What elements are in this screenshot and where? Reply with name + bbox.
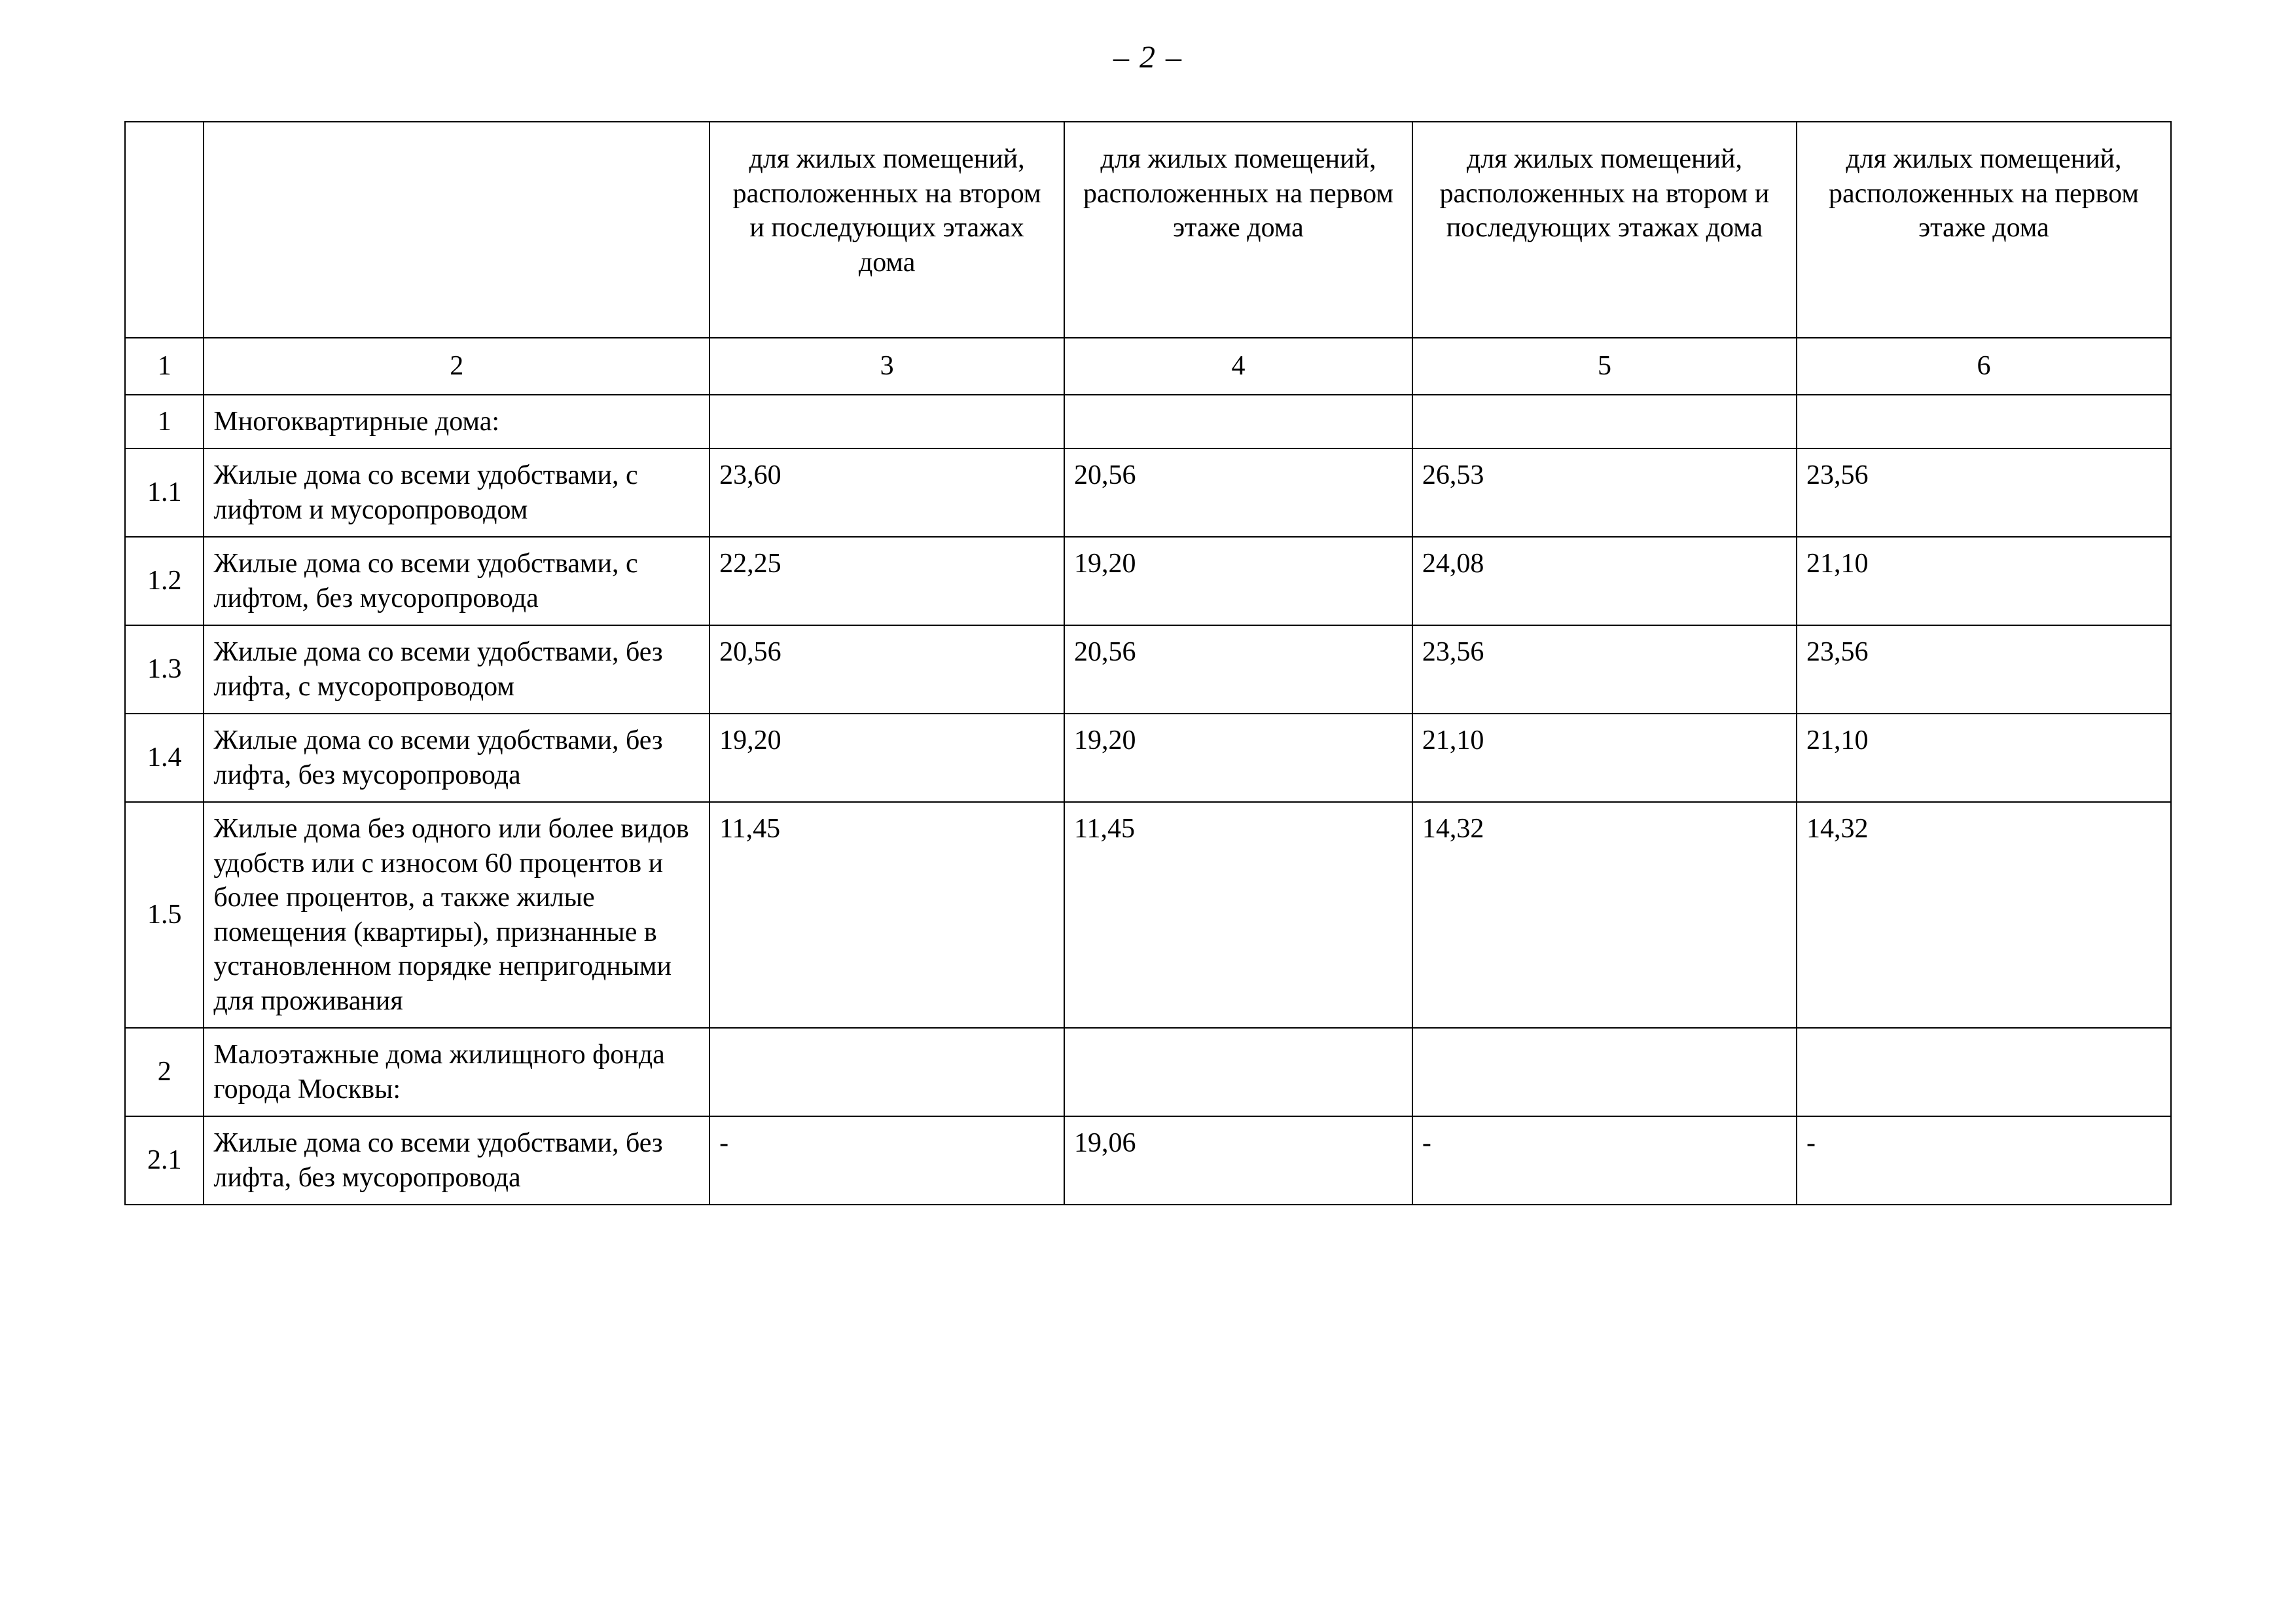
row-v5 [1412, 395, 1797, 449]
row-v3: 11,45 [709, 802, 1064, 1028]
row-v4: 19,20 [1064, 537, 1412, 625]
colnum-6: 6 [1797, 338, 2171, 395]
table-header-row: для жилых помещений, расположенных на вт… [125, 122, 2171, 338]
row-v3: - [709, 1116, 1064, 1205]
row-v5: - [1412, 1116, 1797, 1205]
row-v3: 19,20 [709, 714, 1064, 802]
row-v3 [709, 1028, 1064, 1116]
row-index: 1 [125, 395, 204, 449]
row-desc: Жилые дома со всеми удобствами, без лифт… [204, 714, 709, 802]
row-desc: Жилые дома со всеми удобствами, с лифтом… [204, 448, 709, 537]
row-index: 1.2 [125, 537, 204, 625]
row-v5: 14,32 [1412, 802, 1797, 1028]
row-index: 2 [125, 1028, 204, 1116]
header-col-6: для жилых помещений, расположенных на пе… [1797, 122, 2171, 338]
row-desc: Жилые дома со всеми удобствами, без лифт… [204, 625, 709, 714]
table-row: 2.1 Жилые дома со всеми удобствами, без … [125, 1116, 2171, 1205]
row-v5 [1412, 1028, 1797, 1116]
row-v6: 23,56 [1797, 625, 2171, 714]
row-v6: 14,32 [1797, 802, 2171, 1028]
table-row: 1 Многоквартирные дома: [125, 395, 2171, 449]
colnum-2: 2 [204, 338, 709, 395]
page-number: – 2 – [124, 39, 2172, 75]
row-v3: 23,60 [709, 448, 1064, 537]
row-desc: Малоэтажные дома жилищного фонда города … [204, 1028, 709, 1116]
header-col-3: для жилых помещений, расположенных на вт… [709, 122, 1064, 338]
row-desc: Жилые дома со всеми удобствами, с лифтом… [204, 537, 709, 625]
row-v4 [1064, 395, 1412, 449]
column-number-row: 1 2 3 4 5 6 [125, 338, 2171, 395]
colnum-5: 5 [1412, 338, 1797, 395]
row-v4: 20,56 [1064, 448, 1412, 537]
row-v4: 20,56 [1064, 625, 1412, 714]
table-row: 1.1 Жилые дома со всеми удобствами, с ли… [125, 448, 2171, 537]
row-v5: 24,08 [1412, 537, 1797, 625]
header-col-5: для жилых помещений, расположенных на вт… [1412, 122, 1797, 338]
row-v6: - [1797, 1116, 2171, 1205]
row-v6 [1797, 395, 2171, 449]
row-v6 [1797, 1028, 2171, 1116]
header-col-2 [204, 122, 709, 338]
table-row: 1.4 Жилые дома со всеми удобствами, без … [125, 714, 2171, 802]
row-v6: 21,10 [1797, 537, 2171, 625]
row-v4: 11,45 [1064, 802, 1412, 1028]
table-row: 1.3 Жилые дома со всеми удобствами, без … [125, 625, 2171, 714]
rates-table: для жилых помещений, расположенных на вт… [124, 121, 2172, 1205]
row-v3: 22,25 [709, 537, 1064, 625]
table-row: 1.2 Жилые дома со всеми удобствами, с ли… [125, 537, 2171, 625]
row-desc: Многоквартирные дома: [204, 395, 709, 449]
colnum-4: 4 [1064, 338, 1412, 395]
row-v4 [1064, 1028, 1412, 1116]
colnum-1: 1 [125, 338, 204, 395]
row-index: 1.3 [125, 625, 204, 714]
row-v3 [709, 395, 1064, 449]
row-desc: Жилые дома без одного или более видов уд… [204, 802, 709, 1028]
row-v4: 19,20 [1064, 714, 1412, 802]
row-index: 1.5 [125, 802, 204, 1028]
row-index: 2.1 [125, 1116, 204, 1205]
document-page: – 2 – для жилых помещений, расположенных… [0, 0, 2296, 1623]
colnum-3: 3 [709, 338, 1064, 395]
row-index: 1.1 [125, 448, 204, 537]
row-v4: 19,06 [1064, 1116, 1412, 1205]
row-v6: 21,10 [1797, 714, 2171, 802]
row-v3: 20,56 [709, 625, 1064, 714]
header-col-4: для жилых помещений, расположенных на пе… [1064, 122, 1412, 338]
row-desc: Жилые дома со всеми удобствами, без лифт… [204, 1116, 709, 1205]
table-row: 2 Малоэтажные дома жилищного фонда город… [125, 1028, 2171, 1116]
row-v6: 23,56 [1797, 448, 2171, 537]
row-index: 1.4 [125, 714, 204, 802]
row-v5: 26,53 [1412, 448, 1797, 537]
row-v5: 23,56 [1412, 625, 1797, 714]
header-col-1 [125, 122, 204, 338]
row-v5: 21,10 [1412, 714, 1797, 802]
table-row: 1.5 Жилые дома без одного или более видо… [125, 802, 2171, 1028]
